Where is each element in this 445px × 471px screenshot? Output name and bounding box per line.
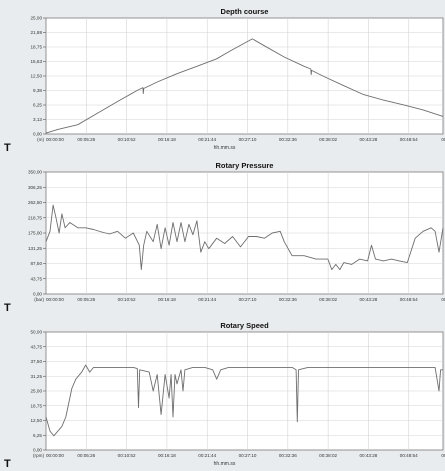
y-tick-label: 87,50	[31, 261, 43, 266]
y-tick-label: 43,75	[31, 276, 43, 281]
chart-svg: Depth course 25,00 21,88 18,75 15,63 12,50 9,3…	[4, 7, 445, 154]
y-tick-label: 6,25	[33, 103, 42, 108]
x-tick-label: 00:00:00	[46, 453, 64, 458]
chart-svg: Rotary Pressure 350,00 306,25 262,50 218,75 1…	[4, 161, 445, 314]
unit-label: (rpm)	[33, 453, 44, 458]
marker-t: T	[4, 142, 11, 154]
marker-t: T	[4, 302, 11, 314]
x-tick-label: 00:43:28	[359, 137, 377, 142]
chart-depth-course: Depth course 25,00 21,88 18,75 15,63 12,50 9,3…	[0, 4, 445, 154]
x-tick-label: 00:32:36	[279, 137, 297, 142]
x-tick-label: 00:54:2	[441, 297, 445, 302]
x-tick-label: 00:38:02	[319, 297, 337, 302]
y-tick-label: 25,00	[31, 389, 43, 394]
x-tick-label: 00:21:44	[198, 137, 216, 142]
chart-rotary-speed: Rotary Speed 50,00 43,75 37,50 31,25 25,00 18,…	[0, 318, 445, 471]
y-tick-label: 3,13	[33, 117, 42, 122]
x-tick-label: 00:43:28	[359, 453, 377, 458]
y-tick-label: 37,50	[31, 359, 43, 364]
y-tick-label: 12,50	[31, 74, 43, 79]
y-tick-label: 0,00	[33, 292, 42, 297]
y-tick-label: 50,00	[31, 330, 43, 335]
y-tick-label: 306,25	[28, 185, 42, 190]
chart-svg: Rotary Speed 50,00 43,75 37,50 31,25 25,00 18,…	[4, 321, 445, 470]
x-tick-label: 00:05:26	[77, 137, 95, 142]
unit-label: (m)	[37, 137, 44, 142]
y-tick-label: 25,00	[31, 16, 43, 21]
x-axis-label: hh.mm.ss	[214, 461, 236, 467]
x-tick-label: 00:10:52	[118, 137, 136, 142]
chart-title: Rotary Speed	[220, 321, 269, 330]
x-tick-label: 00:16:18	[158, 297, 176, 302]
x-tick-label: 00:00:00	[46, 137, 64, 142]
x-tick-label: 00:27:10	[239, 453, 257, 458]
x-tick-label: 00:16:18	[158, 137, 176, 142]
series-line	[45, 364, 443, 437]
y-tick-label: 218,75	[28, 215, 42, 220]
x-tick-label: 00:43:28	[359, 297, 377, 302]
y-tick-label: 6,25	[33, 433, 42, 438]
y-tick-label: 18,75	[31, 45, 43, 50]
y-tick-label: 15,63	[31, 59, 43, 64]
x-tick-label: 00:05:26	[77, 297, 95, 302]
x-tick-label: 00:05:26	[77, 453, 95, 458]
y-tick-label: 12,50	[31, 418, 43, 423]
x-tick-label: 00:54:2	[441, 137, 445, 142]
x-tick-label: 00:16:18	[158, 453, 176, 458]
x-tick-label: 00:00:00	[46, 297, 64, 302]
x-tick-label: 00:21:44	[198, 453, 216, 458]
x-tick-label: 00:48:54	[400, 297, 418, 302]
y-tick-label: 43,75	[31, 344, 43, 349]
x-tick-label: 00:38:02	[319, 453, 337, 458]
chart-title: Rotary Pressure	[216, 161, 274, 170]
x-tick-label: 00:32:36	[279, 297, 297, 302]
y-tick-label: 262,50	[28, 200, 42, 205]
x-axis-label: hh.mm.ss	[214, 145, 236, 151]
chart-title: Depth course	[221, 7, 269, 16]
y-tick-label: 0,00	[33, 448, 42, 453]
x-tick-label: 00:10:52	[118, 453, 136, 458]
x-tick-label: 00:54:2	[441, 453, 445, 458]
x-tick-label: 00:48:54	[400, 137, 418, 142]
marker-t: T	[4, 458, 11, 470]
x-tick-label: 00:32:36	[279, 453, 297, 458]
y-tick-label: 175,00	[28, 231, 42, 236]
x-tick-label: 00:48:54	[400, 453, 418, 458]
chart-rotary-pressure: Rotary Pressure 350,00 306,25 262,50 218,75 1…	[0, 158, 445, 314]
series-line	[45, 204, 444, 271]
unit-label: (bar)	[34, 297, 44, 302]
y-tick-label: 131,25	[28, 246, 42, 251]
x-tick-label: 00:27:10	[239, 297, 257, 302]
y-tick-label: 18,75	[31, 403, 43, 408]
x-tick-label: 00:21:44	[198, 297, 216, 302]
x-tick-label: 00:27:10	[239, 137, 257, 142]
y-tick-label: 21,88	[31, 30, 43, 35]
x-tick-label: 00:38:02	[319, 137, 337, 142]
y-tick-label: 9,38	[33, 88, 42, 93]
y-tick-label: 31,25	[31, 374, 43, 379]
y-tick-label: 0,00	[33, 132, 42, 137]
y-tick-label: 350,00	[28, 170, 42, 175]
series-line	[45, 38, 444, 134]
x-tick-label: 00:10:52	[118, 297, 136, 302]
